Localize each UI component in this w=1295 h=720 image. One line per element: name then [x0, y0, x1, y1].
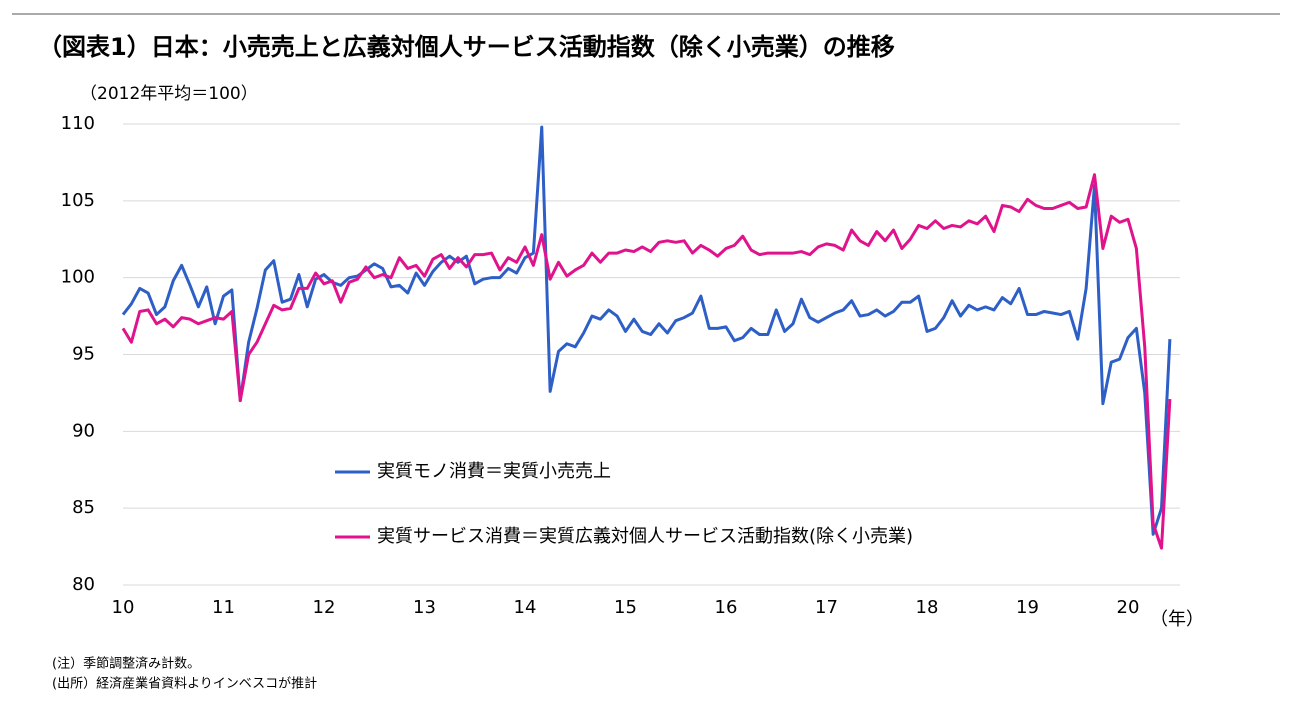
y-tick-label: 90 — [72, 420, 95, 441]
series-line — [121, 173, 1172, 550]
y-tick-label: 110 — [61, 113, 95, 134]
chart-title: （図表1）日本：小売売上と広義対個人サービス活動指数（除く小売業）の推移 — [38, 33, 895, 61]
x-tick-label: 12 — [313, 597, 336, 618]
legend-label: 実質サービス消費＝実質広義対個人サービス活動指数(除く小売業) — [377, 526, 913, 547]
x-tick-label: 17 — [815, 597, 838, 618]
x-tick-label: 15 — [614, 597, 637, 618]
x-tick-label: 13 — [413, 597, 436, 618]
note: (出所）経済産業省資料よりインベスコが推計 — [52, 676, 317, 692]
x-tick-label: 16 — [715, 597, 738, 618]
x-tick-label: 19 — [1016, 597, 1039, 618]
x-tick-label: 10 — [112, 597, 135, 618]
y-tick-label: 80 — [72, 574, 95, 595]
x-axis-label: （年） — [1150, 609, 1204, 630]
x-tick-label: 14 — [514, 597, 537, 618]
x-tick-label: 11 — [212, 597, 235, 618]
y-tick-label: 95 — [72, 344, 95, 365]
y-tick-label: 85 — [72, 497, 95, 518]
subtitle: （2012年平均＝100） — [80, 84, 258, 104]
legend-label: 実質モノ消費＝実質小売売上 — [377, 461, 611, 482]
x-tick-label: 18 — [916, 597, 939, 618]
series-line — [121, 125, 1172, 536]
y-tick-label: 100 — [61, 267, 95, 288]
note: (注）季節調整済み計数。 — [52, 656, 200, 672]
x-tick-label: 20 — [1117, 597, 1140, 618]
y-tick-label: 105 — [61, 190, 95, 211]
